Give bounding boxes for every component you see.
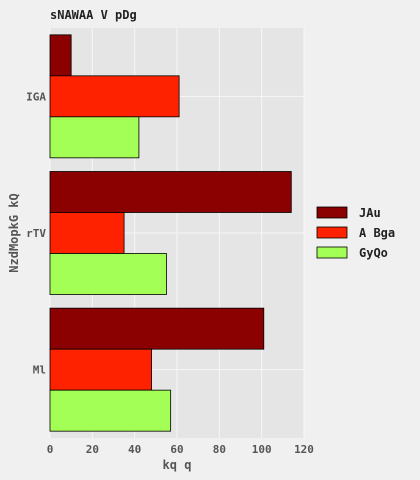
- y-tick-label: Ml: [33, 364, 46, 377]
- bar: [49, 212, 125, 254]
- x-tick-label: 20: [86, 443, 99, 456]
- legend-label: GyQo: [359, 246, 388, 260]
- legend-swatch: [316, 226, 348, 239]
- legend-label: JAu: [359, 206, 381, 220]
- bar: [49, 307, 265, 350]
- bar: [49, 75, 180, 118]
- bar: [49, 171, 292, 213]
- x-tick-label: 120: [294, 443, 314, 456]
- bar: [49, 34, 72, 77]
- bar: [49, 253, 167, 295]
- x-tick-label: 60: [170, 443, 183, 456]
- bar: [49, 389, 172, 432]
- x-axis-label: kq q: [163, 458, 192, 472]
- y-axis-label: NzdMopkG kQ: [7, 193, 21, 272]
- x-tick-label: 100: [252, 443, 272, 456]
- x-tick-label: 0: [47, 443, 54, 456]
- bars-group: [49, 34, 292, 432]
- legend-label: A Bga: [359, 226, 395, 240]
- x-tick-label: 40: [128, 443, 141, 456]
- legend: JAu A Bga GyQo: [316, 206, 395, 260]
- bar: [49, 116, 140, 159]
- legend-swatch: [316, 246, 348, 259]
- tick-labels: 0 20 40 60 80 100 120 IGA rTV Ml: [26, 90, 314, 456]
- y-tick-label: IGA: [26, 90, 46, 103]
- chart-title: sNAWAA V pDg: [50, 8, 137, 22]
- bar: [49, 348, 152, 391]
- x-tick-label: 80: [213, 443, 226, 456]
- legend-swatch: [316, 206, 348, 219]
- y-tick-label: rTV: [26, 227, 46, 240]
